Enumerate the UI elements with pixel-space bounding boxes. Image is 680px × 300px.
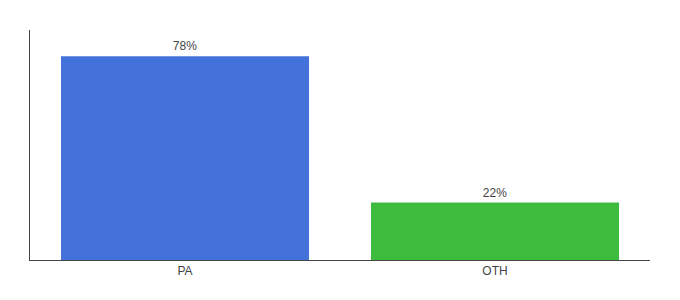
svg-text:OTH: OTH: [482, 264, 507, 278]
svg-text:78%: 78%: [173, 39, 197, 53]
svg-text:PA: PA: [177, 264, 192, 278]
svg-text:22%: 22%: [483, 186, 507, 200]
